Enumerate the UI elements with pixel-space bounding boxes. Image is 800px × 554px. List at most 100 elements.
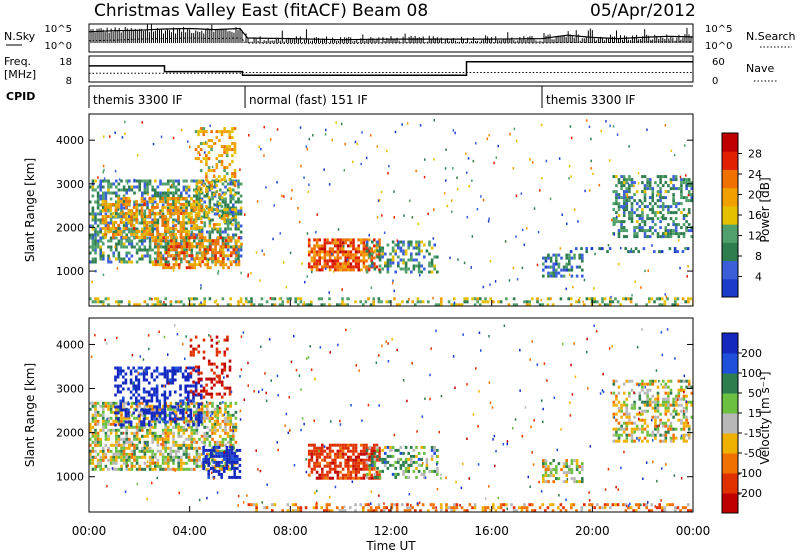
- power-cell: [357, 250, 360, 254]
- power-cell: [260, 303, 264, 306]
- power-cell: [509, 132, 511, 136]
- velocity-cell: [91, 416, 95, 420]
- velocity-cell: [187, 393, 190, 397]
- power-cell: [487, 220, 490, 223]
- power-cell: [223, 175, 226, 179]
- power-cell: [285, 286, 288, 289]
- velocity-cell: [145, 366, 148, 370]
- power-cell: [341, 265, 345, 269]
- power-cell: [260, 297, 264, 301]
- velocity-cell: [211, 422, 214, 426]
- power-cell: [232, 197, 235, 201]
- power-cell: [177, 266, 181, 270]
- power-cell: [133, 303, 136, 306]
- power-cell: [638, 199, 642, 203]
- power-cell: [384, 264, 387, 268]
- velocity-cell: [119, 366, 122, 370]
- velocity-cell: [104, 404, 108, 408]
- velocity-cell: [189, 350, 193, 354]
- velocity-cell: [415, 460, 418, 464]
- power-cell: [540, 298, 543, 302]
- velocity-cell: [216, 410, 219, 414]
- power-cell: [154, 191, 157, 195]
- velocity-cell: [341, 443, 345, 447]
- power-cell: [247, 300, 251, 304]
- power-cell: [190, 196, 193, 200]
- power-cell: [156, 303, 160, 306]
- power-cell: [203, 182, 206, 186]
- power-cell: [643, 220, 647, 224]
- power-cell: [401, 300, 404, 304]
- velocity-cell: [349, 443, 353, 447]
- power-cell: [133, 200, 136, 204]
- power-cell: [211, 179, 214, 183]
- velocity-cell: [334, 455, 337, 459]
- nsky-label: N.Sky: [4, 30, 36, 43]
- power-cell: [200, 301, 202, 304]
- velocity-cell: [161, 411, 164, 415]
- power-cell: [167, 261, 169, 265]
- power-cell: [213, 185, 217, 189]
- power-cell: [628, 190, 631, 194]
- power-cell: [104, 217, 107, 221]
- power-cell: [115, 245, 118, 249]
- power-cell: [641, 211, 644, 215]
- power-cell: [109, 202, 112, 206]
- velocity-cell: [310, 452, 314, 456]
- velocity-cell: [404, 475, 408, 479]
- power-cell: [408, 298, 410, 301]
- power-cell: [237, 227, 240, 231]
- velocity-cell: [399, 466, 403, 470]
- velocity-cell: [167, 461, 170, 465]
- power-cell: [341, 253, 345, 257]
- power-cell: [638, 223, 642, 227]
- velocity-cell: [339, 464, 342, 468]
- power-cell: [321, 256, 324, 260]
- velocity-cell: [570, 471, 574, 475]
- velocity-cell: [138, 416, 141, 420]
- power-cell: [625, 178, 629, 182]
- power-cell: [423, 243, 426, 247]
- power-cell: [315, 244, 319, 248]
- velocity-cell: [232, 437, 235, 441]
- velocity-cell: [220, 380, 224, 384]
- power-cell: [231, 127, 234, 131]
- velocity-cell: [135, 443, 139, 447]
- power-cell: [315, 262, 319, 266]
- power-cell: [199, 205, 203, 209]
- velocity-cell: [117, 422, 121, 426]
- power-cell: [568, 177, 570, 180]
- velocity-cell: [99, 458, 102, 462]
- velocity-cell: [167, 437, 170, 441]
- velocity-cell: [213, 428, 217, 432]
- power-cell: [193, 179, 196, 183]
- power-cell: [214, 242, 217, 246]
- power-cell: [226, 218, 230, 222]
- power-cell: [621, 206, 624, 210]
- power-cell: [109, 214, 112, 218]
- power-cell: [399, 267, 403, 271]
- power-cell: [612, 217, 616, 221]
- power-cell: [164, 260, 167, 264]
- velocity-cell: [224, 464, 227, 468]
- power-cell: [198, 260, 201, 264]
- power-cell: [334, 268, 337, 272]
- power-cell: [494, 280, 497, 283]
- power-cell: [180, 236, 184, 240]
- power-cell: [96, 203, 100, 207]
- power-cell: [384, 261, 387, 265]
- velocity-cell: [122, 446, 126, 450]
- velocity-cell: [352, 443, 355, 447]
- power-cell: [365, 243, 369, 247]
- velocity-cell: [193, 461, 196, 465]
- power-cell: [222, 251, 225, 255]
- velocity-cell: [213, 362, 216, 366]
- power-cell: [682, 232, 686, 236]
- velocity-cell: [169, 467, 173, 471]
- power-cell: [167, 194, 170, 198]
- velocity-cell: [226, 374, 229, 378]
- velocity-cell: [228, 460, 231, 464]
- power-cell: [220, 196, 224, 200]
- power-cell: [207, 157, 211, 161]
- velocity-cell: [115, 467, 118, 471]
